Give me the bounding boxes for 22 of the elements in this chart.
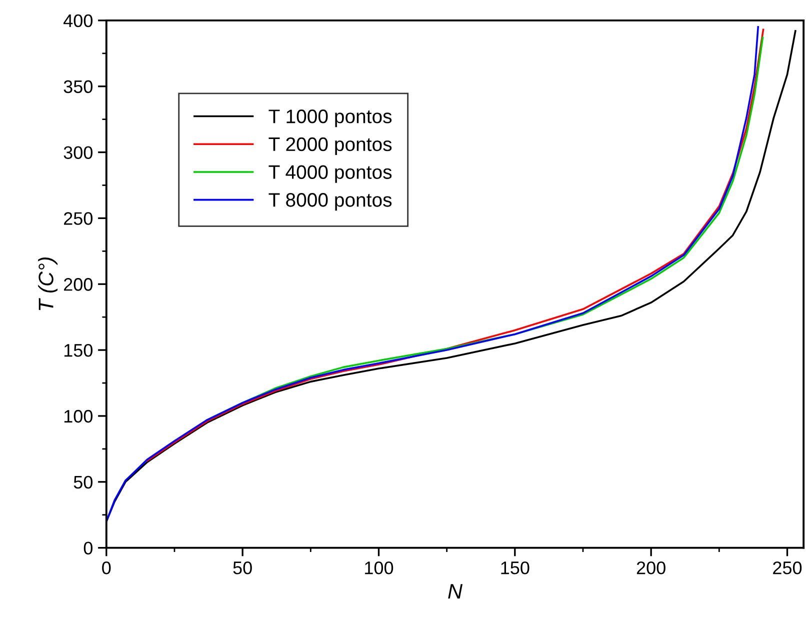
- y-tick-label: 350: [64, 80, 92, 94]
- line-series: [146, 28, 764, 462]
- x-tick-label: 150: [501, 561, 530, 574]
- x-tick-label: 250: [773, 561, 802, 574]
- legend-label: T 8000 pontos: [268, 193, 392, 211]
- y-tick-label: 50: [74, 476, 92, 489]
- x-tick-label: 50: [233, 561, 252, 574]
- legend-label: T 4000 pontos: [268, 165, 392, 183]
- y-tick-label: 0: [84, 542, 92, 555]
- x-axis-title: N: [448, 584, 463, 598]
- y-tick-label: 150: [64, 344, 92, 357]
- x-tick-label: 100: [365, 561, 394, 574]
- x-tick-label: 200: [636, 561, 666, 574]
- y-tick-label: 200: [64, 278, 92, 291]
- legend-label: T 1000 pontos: [268, 110, 392, 128]
- x-tick-label: 0: [102, 561, 111, 574]
- legend-label: T 2000 pontos: [268, 137, 392, 155]
- y-tick-label: 300: [64, 146, 92, 159]
- y-tick-label: 100: [64, 410, 92, 423]
- y-tick-label: 400: [63, 14, 92, 28]
- y-tick-label: 250: [64, 212, 92, 225]
- y-axis-title: T (C°): [38, 257, 58, 310]
